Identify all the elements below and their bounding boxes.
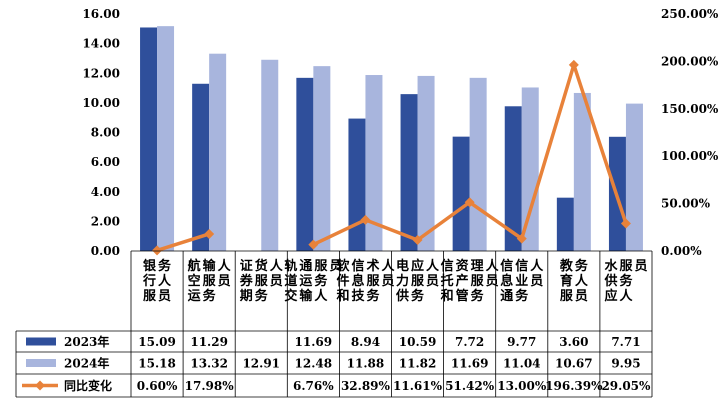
table-cell-value: 11.82 [399,357,437,371]
left-tick-label: 16.00 [82,7,120,21]
table-cell-value: 11.29 [190,335,228,349]
table-cell-value: 13.32 [190,357,228,371]
table-cell-value: 8.94 [351,335,380,349]
category-label: 教育服务人员 [559,258,589,304]
left-tick-label: 8.00 [91,126,120,140]
category-label: 银行服务人员 [142,258,172,304]
yoy-point [568,59,579,70]
bars [140,26,643,252]
table-cell-value: 11.69 [451,357,489,371]
table-cell-value: 15.09 [138,335,176,349]
table-cell-value: 9.77 [507,335,536,349]
bar-2024 [365,75,383,251]
bar-2023 [400,94,418,252]
left-tick-label: 6.00 [91,155,120,169]
table-cell-value: 196.39% [545,379,603,393]
category-label: 信托和资产管理服务人员 [441,258,500,304]
bar-2023 [348,118,366,251]
table-cell-value: 29.05% [601,379,651,393]
yoy-point [204,228,215,239]
bar-2024 [209,53,227,252]
bar-2024 [417,75,435,251]
right-axis-ticks: 0.00% 50.00% 100.00% 150.00% 200.00% 250.00% [661,7,719,258]
bar-2024 [521,87,539,251]
table-cell-value: 11.61% [393,379,443,393]
table-cell-value: 6.76% [293,379,334,393]
bar-2024 [469,77,487,251]
left-tick-label: 0.00 [91,244,120,258]
bar-2023 [556,197,574,251]
left-tick-label: 14.00 [82,37,120,51]
legend-point-swatch [35,380,45,391]
legend-bar-swatch [26,337,56,346]
table-cell-value: 12.48 [295,357,333,371]
table-cell-value: 13.00% [497,379,547,393]
category-label: 信息通信业务人员 [500,258,544,304]
table-cell-value: 12.91 [242,357,280,371]
left-tick-label: 2.00 [91,214,120,228]
category-label: 轨道交通运输服务人员 [284,258,342,304]
yoy-line [152,59,631,256]
table-cell-value: 11.69 [295,335,333,349]
table-cell-value: 11.04 [503,357,541,371]
bar-2023 [140,27,158,252]
category-label: 航空运输服务人员 [188,258,232,304]
bar-2023 [504,106,522,251]
legend-label: 2024年 [64,356,109,371]
left-tick-label: 12.00 [82,66,120,80]
yoy-point [516,233,527,244]
right-tick-label: 250.00% [661,7,719,21]
category-label: 软件和信息技术服务人员 [336,258,395,304]
table-cell-value: 51.42% [445,379,495,393]
bar-2023 [452,136,470,251]
bar-2024 [157,26,175,251]
yoy-point [152,245,163,256]
left-axis-ticks: 0.00 2.00 4.00 6.00 8.00 10.00 12.00 14.00 16.00 [82,7,120,258]
table-cell-value: 3.60 [559,335,588,349]
legend-label: 2023年 [64,334,109,349]
yoy-point [412,234,423,245]
yoy-line-segment [156,232,210,253]
table-cell-value: 10.67 [555,357,593,371]
table-cell-value: 7.72 [455,335,484,349]
table-cell-value: 11.88 [347,357,385,371]
bar-2024 [261,59,279,251]
yoy-point [308,239,319,250]
table-cell-value: 17.98% [185,379,235,393]
yoy-point [620,218,631,229]
bar-2023 [192,83,210,251]
table-cell-value: 10.59 [399,335,437,349]
data-table: 银行服务人员航空运输服务人员证券期货服务人员轨道交通运输服务人员软件和信息技术服… [15,250,653,398]
table-cell-value: 32.89% [341,379,391,393]
right-tick-label: 100.00% [661,149,719,163]
bar-2024 [625,103,643,251]
right-tick-label: 0.00% [661,244,702,258]
category-label: 证券期货服务人员 [239,258,284,304]
bar-2023 [296,77,314,251]
right-tick-label: 150.00% [661,102,719,116]
table-cell-value: 0.60% [137,379,178,393]
table-cell-value: 7.71 [611,335,640,349]
right-tick-label: 50.00% [661,197,711,211]
category-label: 水供应服务人员 [603,258,647,304]
legend-bar-swatch [26,359,56,367]
bar-2024 [313,66,331,251]
category-label: 电力供应服务人员 [395,258,440,304]
left-tick-label: 10.00 [82,96,120,110]
table-cell-value: 9.95 [611,357,640,371]
legend-label: 同比变化 [64,378,112,393]
yoy-point [464,197,475,208]
right-tick-label: 200.00% [661,54,719,68]
table-cell-value: 15.18 [138,357,176,371]
yoy-point [360,214,371,225]
left-tick-label: 4.00 [91,185,120,199]
bar-2024 [573,92,591,251]
